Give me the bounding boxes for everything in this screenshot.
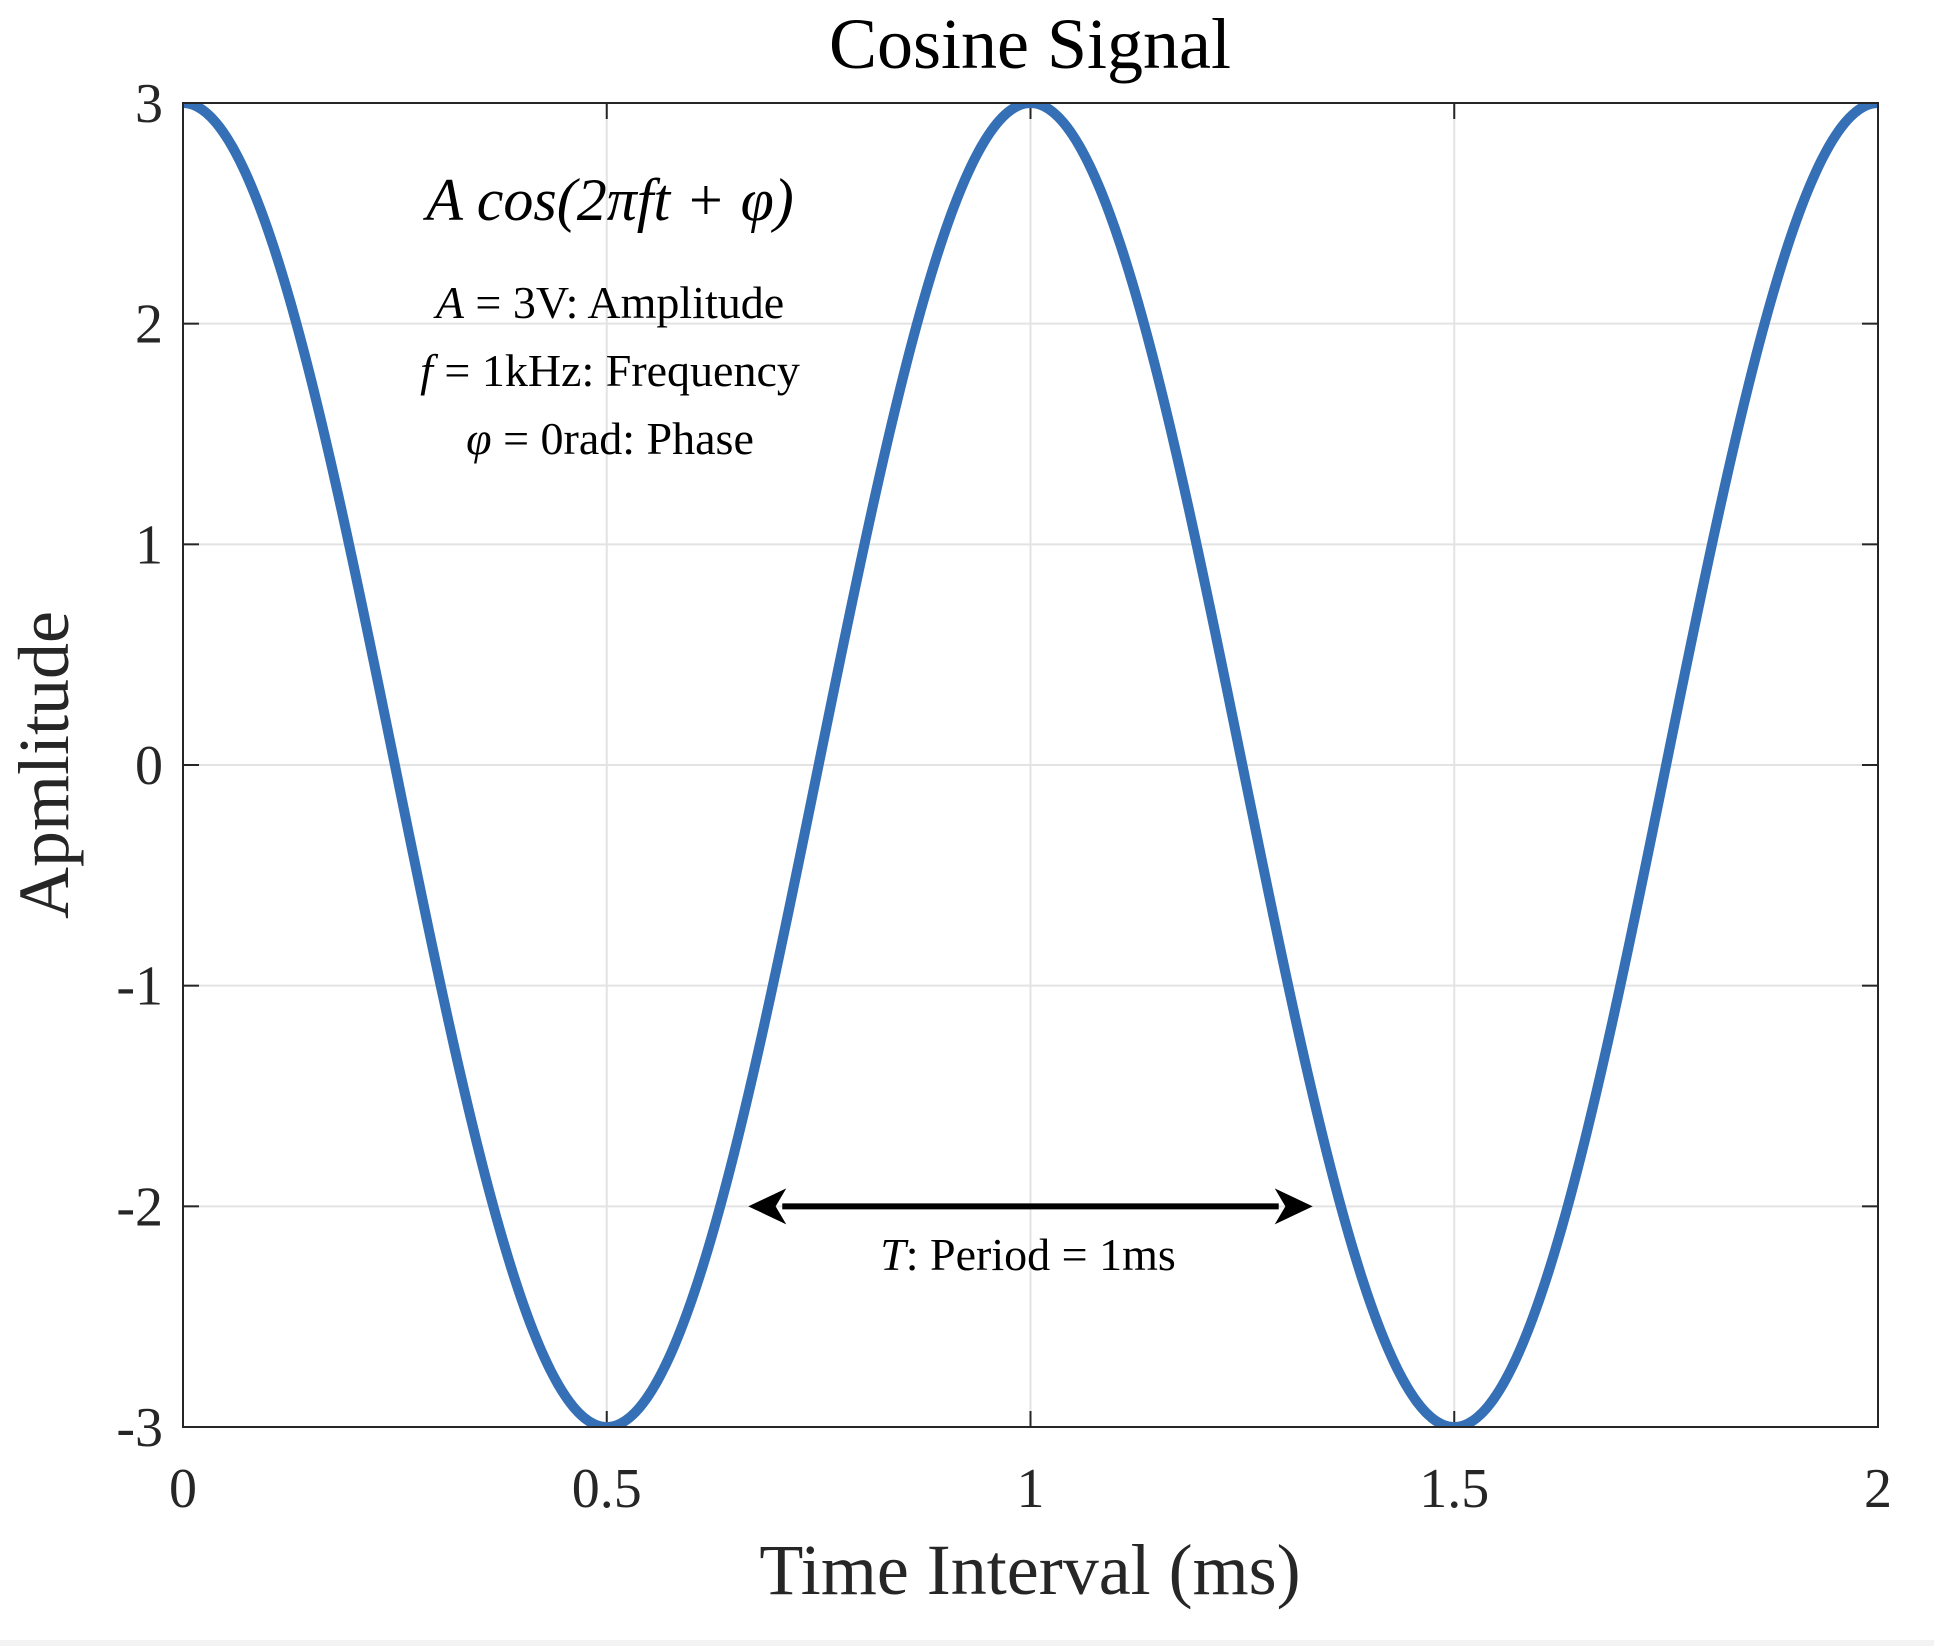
frequency-annotation: f = 1kHz: Frequency xyxy=(420,345,800,396)
x-axis-title: Time Interval (ms) xyxy=(759,1530,1300,1610)
frequency-text: = 1kHz: Frequency xyxy=(433,345,800,396)
period-symbol: T xyxy=(880,1229,909,1280)
cosine-series-line xyxy=(183,103,1878,1427)
period-double-arrow xyxy=(748,1188,1313,1225)
phase-symbol: φ xyxy=(466,413,491,464)
y-tick-label: 1 xyxy=(135,514,163,576)
phase-text: = 0rad: Phase xyxy=(492,413,754,464)
x-tick-label: 1.5 xyxy=(1419,1458,1489,1520)
amplitude-symbol: A xyxy=(433,277,465,328)
phase-annotation: φ = 0rad: Phase xyxy=(466,413,754,464)
plot-frame xyxy=(182,102,1879,1428)
x-tick-label: 0 xyxy=(169,1458,197,1520)
amplitude-text: = 3V: Amplitude xyxy=(464,277,784,328)
period-text: : Period = 1ms xyxy=(906,1229,1176,1280)
bottom-edge xyxy=(0,1640,1934,1646)
y-tick-label: -3 xyxy=(116,1397,163,1459)
y-tick-label: -2 xyxy=(116,1176,163,1238)
y-axis-title: Apmlitude xyxy=(4,611,84,919)
x-tick-label: 2 xyxy=(1864,1458,1892,1520)
amplitude-annotation: A = 3V: Amplitude xyxy=(433,277,784,328)
period-arrow-head-right xyxy=(1274,1188,1313,1225)
y-tick-label: 0 xyxy=(135,735,163,797)
chart-title: Cosine Signal xyxy=(829,4,1231,84)
y-tick-label: 2 xyxy=(135,294,163,356)
period-arrow-head-left xyxy=(748,1188,787,1225)
formula-annotation: A cos(2πft + φ) xyxy=(422,167,794,233)
period-annotation: T: Period = 1ms xyxy=(880,1229,1176,1280)
y-tick-label: 3 xyxy=(135,73,163,135)
x-tick-labels: 0 0.5 1 1.5 2 xyxy=(169,1458,1892,1520)
x-tick-label: 0.5 xyxy=(572,1458,642,1520)
x-tick-label: 1 xyxy=(1017,1458,1045,1520)
y-tick-labels: -3 -2 -1 0 1 2 3 xyxy=(116,73,163,1459)
y-tick-label: -1 xyxy=(116,956,163,1018)
